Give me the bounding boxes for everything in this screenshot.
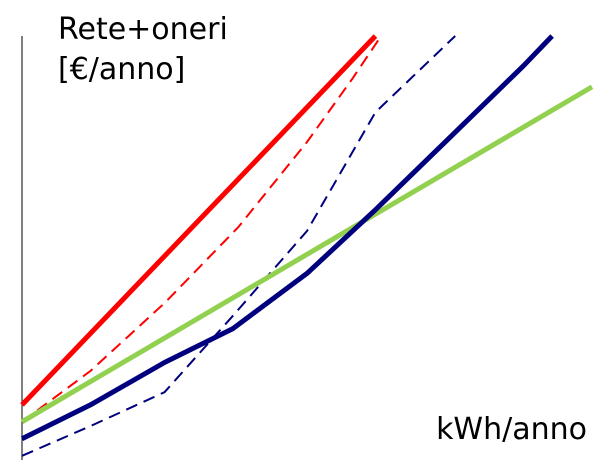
series-layer — [20, 34, 594, 457]
series-line-5 — [20, 84, 594, 424]
series-line-2 — [21, 35, 382, 423]
y-axis-label-line-1: Rete+oneri — [58, 12, 228, 47]
series-line-3 — [21, 35, 456, 457]
y-axis-label-line-2: [€/anno] — [58, 52, 186, 87]
series-line-1 — [20, 34, 378, 407]
y-axis-label: Rete+oneri [€/anno] — [58, 10, 228, 90]
x-axis-label: kWh/anno — [436, 412, 587, 447]
series-line-4 — [20, 34, 554, 442]
